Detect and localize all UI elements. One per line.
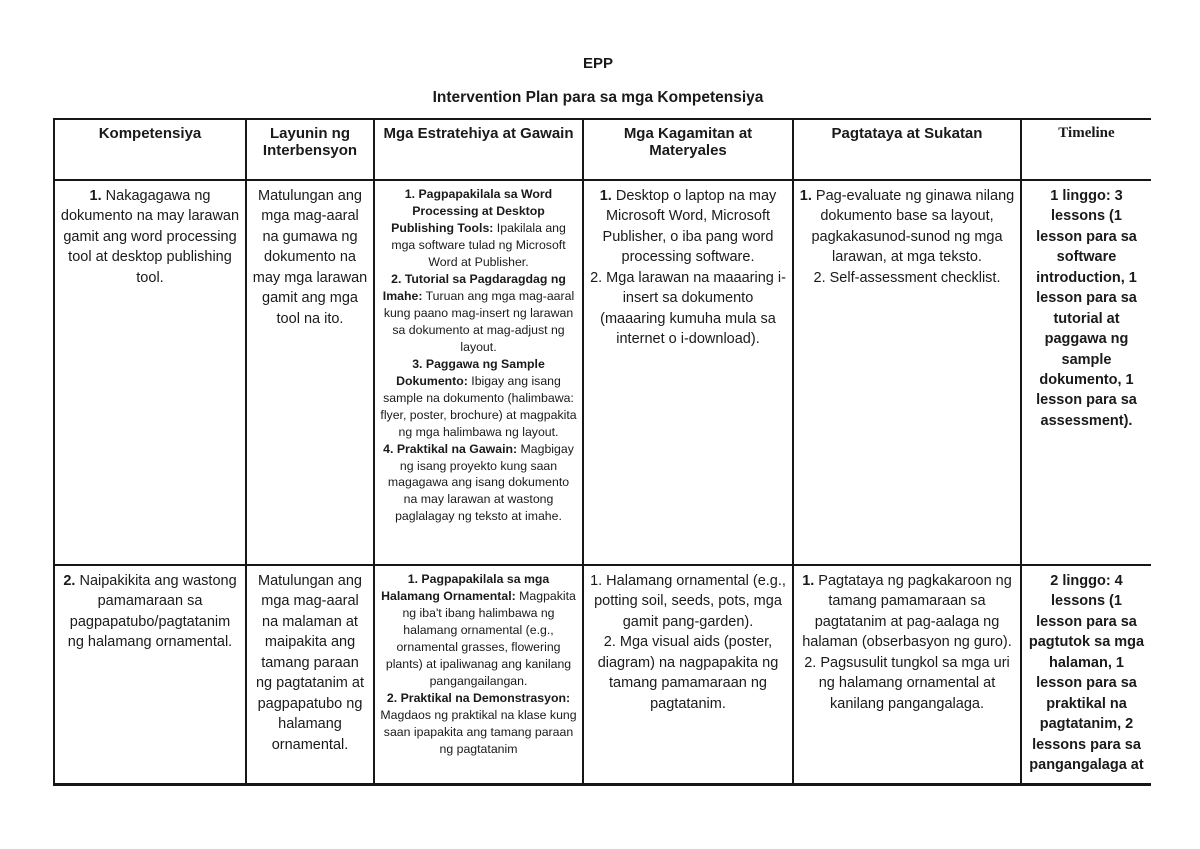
cell-kagamitan-1: 1. Desktop o laptop na may Microsoft Wor…	[582, 179, 794, 566]
cell-kompetensiya-2: 2. Naipakikita ang wastong pamamaraan sa…	[53, 564, 247, 783]
cell-kompetensiya-1: 1. Nakagagawa ng dokumento na may larawa…	[53, 179, 247, 566]
document-subtitle: Intervention Plan para sa mga Kompetensi…	[432, 89, 764, 106]
column-header-kagamitan: Mga Kagamitan at Materyales	[582, 118, 794, 181]
table-row: 1. Nakagagawa ng dokumento na may larawa…	[53, 179, 1151, 566]
column-header-estratehiya: Mga Estratehiya at Gawain	[373, 118, 584, 181]
cell-pagtataya-2: 1. Pagtataya ng pagkakaroon ng tamang pa…	[792, 564, 1022, 783]
document-title: EPP	[582, 55, 613, 72]
column-header-timeline: Timeline	[1020, 118, 1151, 181]
table-row: 2. Naipakikita ang wastong pamamaraan sa…	[53, 564, 1151, 783]
cell-kagamitan-2: 1. Halamang ornamental (e.g., potting so…	[582, 564, 794, 783]
plan-table: Kompetensiya Layunin ng Interbensyon Mga…	[53, 118, 1151, 783]
intervention-plan-table: Kompetensiya Layunin ng Interbensyon Mga…	[53, 118, 1151, 786]
cell-timeline-2: 2 linggo: 4 lessons (1 lesson para sa pa…	[1020, 564, 1151, 783]
cell-layunin-1: Matulungan ang mga mag-aaral na gumawa n…	[245, 179, 375, 566]
cell-pagtataya-1: 1. Pag-evaluate ng ginawa nilang dokumen…	[792, 179, 1022, 566]
column-header-pagtataya: Pagtataya at Sukatan	[792, 118, 1022, 181]
cell-layunin-2: Matulungan ang mga mag-aaral na malaman …	[245, 564, 375, 783]
cell-estratehiya-1: 1. Pagpapakilala sa Word Processing at D…	[373, 179, 584, 566]
column-header-layunin: Layunin ng Interbensyon	[245, 118, 375, 181]
cell-estratehiya-2: 1. Pagpapakilala sa mga Halamang Ornamen…	[373, 564, 584, 783]
header-row: Kompetensiya Layunin ng Interbensyon Mga…	[53, 118, 1151, 181]
column-header-kompetensiya: Kompetensiya	[53, 118, 247, 181]
cell-timeline-1: 1 linggo: 3 lessons (1 lesson para sa so…	[1020, 179, 1151, 566]
